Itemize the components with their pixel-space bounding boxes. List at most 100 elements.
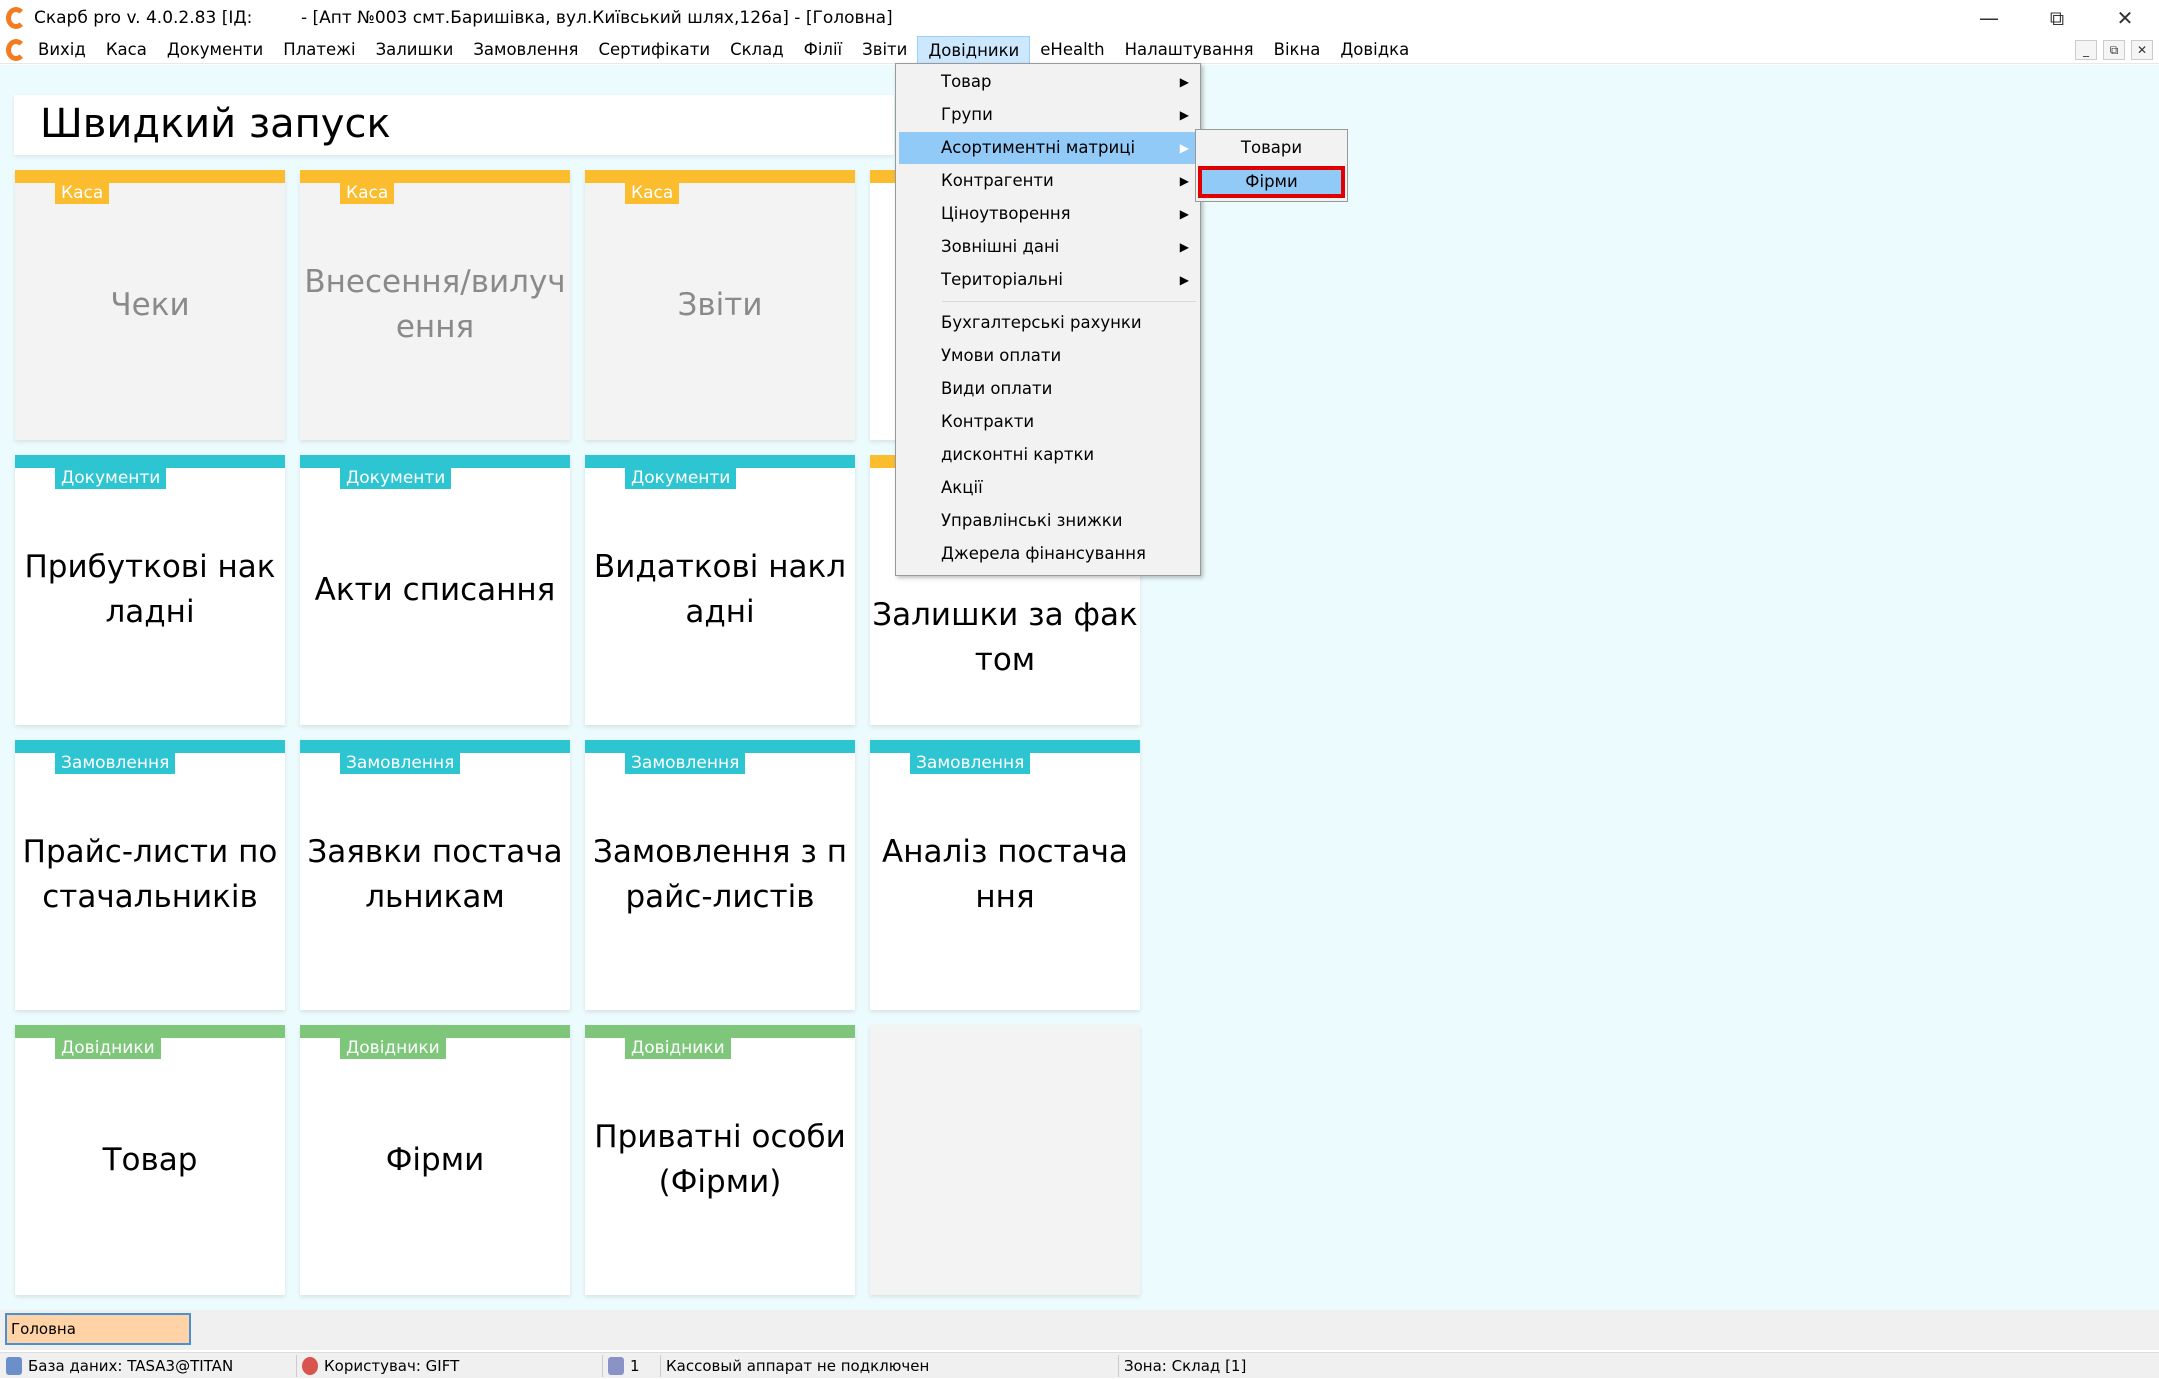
quick-launch-tile[interactable]: Замовлення Заявки постачальникам (300, 740, 570, 1010)
dropdown-item[interactable]: Зовнішні дані ▶ (899, 231, 1197, 263)
dropdown-item[interactable]: Управлінські знижки (899, 505, 1197, 537)
quick-launch-tile[interactable]: Документи Акти списання (300, 455, 570, 725)
quick-launch-tile[interactable]: Документи Видаткові накладні (585, 455, 855, 725)
dropdown-item-label: Зовнішні дані (941, 237, 1060, 256)
title-bar: Скарб pro v. 4.0.2.83 [ІД: - [Апт №003 с… (0, 0, 2159, 36)
dropdown-item-label: Джерела фінансування (941, 544, 1146, 563)
tile-label: Акти списання (314, 571, 556, 608)
tile-category-badge: Замовлення (625, 753, 746, 774)
tile-category-badge: Каса (55, 183, 110, 204)
submenu-item[interactable]: Фірми (1198, 166, 1345, 198)
tile-color-stripe (585, 1025, 855, 1038)
menu-5[interactable]: Замовлення (473, 39, 579, 59)
tab-home[interactable]: Головна (5, 1313, 191, 1345)
submenu-arrow-icon: ▶ (1179, 174, 1189, 188)
tile-category-badge: Довідники (55, 1038, 161, 1059)
dropdown-item[interactable]: Умови оплати (899, 340, 1197, 372)
menu-bar: Вихід Каса Документи Платежі Залишки Замовлен… (0, 35, 2159, 64)
menu-6[interactable]: Сертифікати (598, 39, 711, 59)
dropdown-item[interactable]: Товар ▶ (899, 66, 1197, 98)
tile-category-badge: Документи (55, 468, 167, 489)
tile-category-badge: Замовлення (340, 753, 461, 774)
quick-launch-tile[interactable]: Замовлення Замовлення з прайс-листів (585, 740, 855, 1010)
tile-label: Залишки за фактом (872, 597, 1138, 678)
tile-color-stripe (300, 170, 570, 183)
quick-launch-tile[interactable] (870, 1025, 1140, 1295)
tile-category-badge: Довідники (340, 1038, 446, 1059)
dropdown-item[interactable]: Контракти (899, 406, 1197, 438)
menu-14[interactable]: Довідка (1340, 39, 1410, 59)
quick-launch-tile[interactable]: Каса Звіти (585, 170, 855, 440)
dropdown-item-label: Види оплати (941, 379, 1053, 398)
dropdown-item-label: Управлінські знижки (941, 511, 1123, 530)
dropdown-item-label: Групи (941, 105, 993, 124)
app-logo-icon (6, 7, 26, 29)
tile-label: Приватні особи (Фірми) (594, 1119, 846, 1200)
dropdown-item[interactable]: Ціноутворення ▶ (899, 198, 1197, 230)
tile-color-stripe (15, 1025, 285, 1038)
tile-label: Аналіз постачання (882, 834, 1128, 915)
tile-color-stripe (585, 170, 855, 183)
menu-7[interactable]: Склад (730, 39, 784, 59)
tile-label: Звіти (677, 286, 763, 323)
dropdown-item[interactable]: Територіальні ▶ (899, 264, 1197, 296)
submenu-arrow-icon: ▶ (1179, 141, 1189, 155)
directories-dropdown-menu: Товар ▶ Групи ▶ Асортиментні матриці ▶ Контраг… (895, 63, 1201, 576)
menu-9[interactable]: Звіти (862, 39, 908, 59)
menu-11[interactable]: eHealth (1040, 39, 1105, 59)
tile-color-stripe (15, 455, 285, 468)
dropdown-item-label: Умови оплати (941, 346, 1062, 365)
dropdown-item[interactable]: Групи ▶ (899, 99, 1197, 131)
quick-launch-tile[interactable]: Замовлення Аналіз постачання (870, 740, 1140, 1010)
minimize-button[interactable]: — (1979, 6, 1999, 30)
quick-launch-tile[interactable]: Документи Прибуткові накладні (15, 455, 285, 725)
dropdown-item[interactable]: дисконтні картки (899, 439, 1197, 471)
quick-launch-tile[interactable]: Довідники Товар (15, 1025, 285, 1295)
tile-label: Товар (102, 1141, 198, 1178)
menu-0[interactable]: Вихід (38, 39, 86, 59)
close-button[interactable]: ✕ (2116, 6, 2134, 30)
dropdown-item[interactable]: Акції (899, 472, 1197, 504)
menu-10[interactable]: Довідники (917, 35, 1031, 64)
quick-launch-tile[interactable]: Замовлення Прайс-листи постачальників (15, 740, 285, 1010)
quick-launch-tile[interactable]: Довідники Приватні особи (Фірми) (585, 1025, 855, 1295)
tile-label: Чеки (110, 286, 190, 323)
menu-2[interactable]: Документи (166, 39, 264, 59)
submenu-arrow-icon: ▶ (1179, 240, 1189, 254)
submenu-arrow-icon: ▶ (1179, 207, 1189, 221)
dropdown-item[interactable]: Джерела фінансування (899, 538, 1197, 570)
dropdown-item[interactable]: Бухгалтерські рахунки (899, 307, 1197, 339)
dropdown-item-label: Ціноутворення (941, 204, 1071, 223)
dropdown-item-label: Товар (941, 72, 992, 91)
tile-category-badge: Довідники (625, 1038, 731, 1059)
dropdown-item-label: Контракти (941, 412, 1035, 431)
mdi-minimize-button[interactable]: _ (2075, 40, 2097, 60)
menu-8[interactable]: Філії (803, 39, 843, 59)
tile-label: Прибуткові накладні (24, 549, 276, 630)
submenu-item[interactable]: Товари (1240, 138, 1303, 157)
menu-4[interactable]: Залишки (375, 39, 454, 59)
menu-12[interactable]: Налаштування (1124, 39, 1254, 59)
mdi-close-button[interactable]: ✕ (2131, 40, 2153, 60)
quick-launch-tile[interactable]: Каса Внесення/вилучення (300, 170, 570, 440)
restore-button[interactable]: ⧉ (2049, 6, 2065, 30)
menu-1[interactable]: Каса (105, 39, 147, 59)
dropdown-item-label: Асортиментні матриці (941, 138, 1136, 157)
menu-3[interactable]: Платежі (283, 39, 356, 59)
dropdown-item[interactable]: Асортиментні матриці ▶ (899, 132, 1197, 164)
tile-color-stripe (15, 170, 285, 183)
submenu-arrow-icon: ▶ (1179, 75, 1189, 89)
quick-launch-tile[interactable]: Довідники Фірми (300, 1025, 570, 1295)
dropdown-item[interactable]: Контрагенти ▶ (899, 165, 1197, 197)
dropdown-item[interactable]: Види оплати (899, 373, 1197, 405)
menu-13[interactable]: Вікна (1273, 39, 1321, 59)
dropdown-item-label: Територіальні (941, 270, 1063, 289)
app-logo-icon (6, 38, 26, 61)
status-bar: База даних: TASA3@TITAN Користувач: GIFT… (0, 1352, 2159, 1378)
tile-label: Видаткові накладні (593, 549, 847, 630)
page-title: Швидкий запуск (40, 101, 391, 147)
mdi-restore-button[interactable]: ⧉ (2103, 40, 2125, 60)
cash-register-status: Кассовый аппарат не подключен (666, 1357, 930, 1375)
tile-category-badge: Документи (340, 468, 452, 489)
quick-launch-tile[interactable]: Каса Чеки (15, 170, 285, 440)
